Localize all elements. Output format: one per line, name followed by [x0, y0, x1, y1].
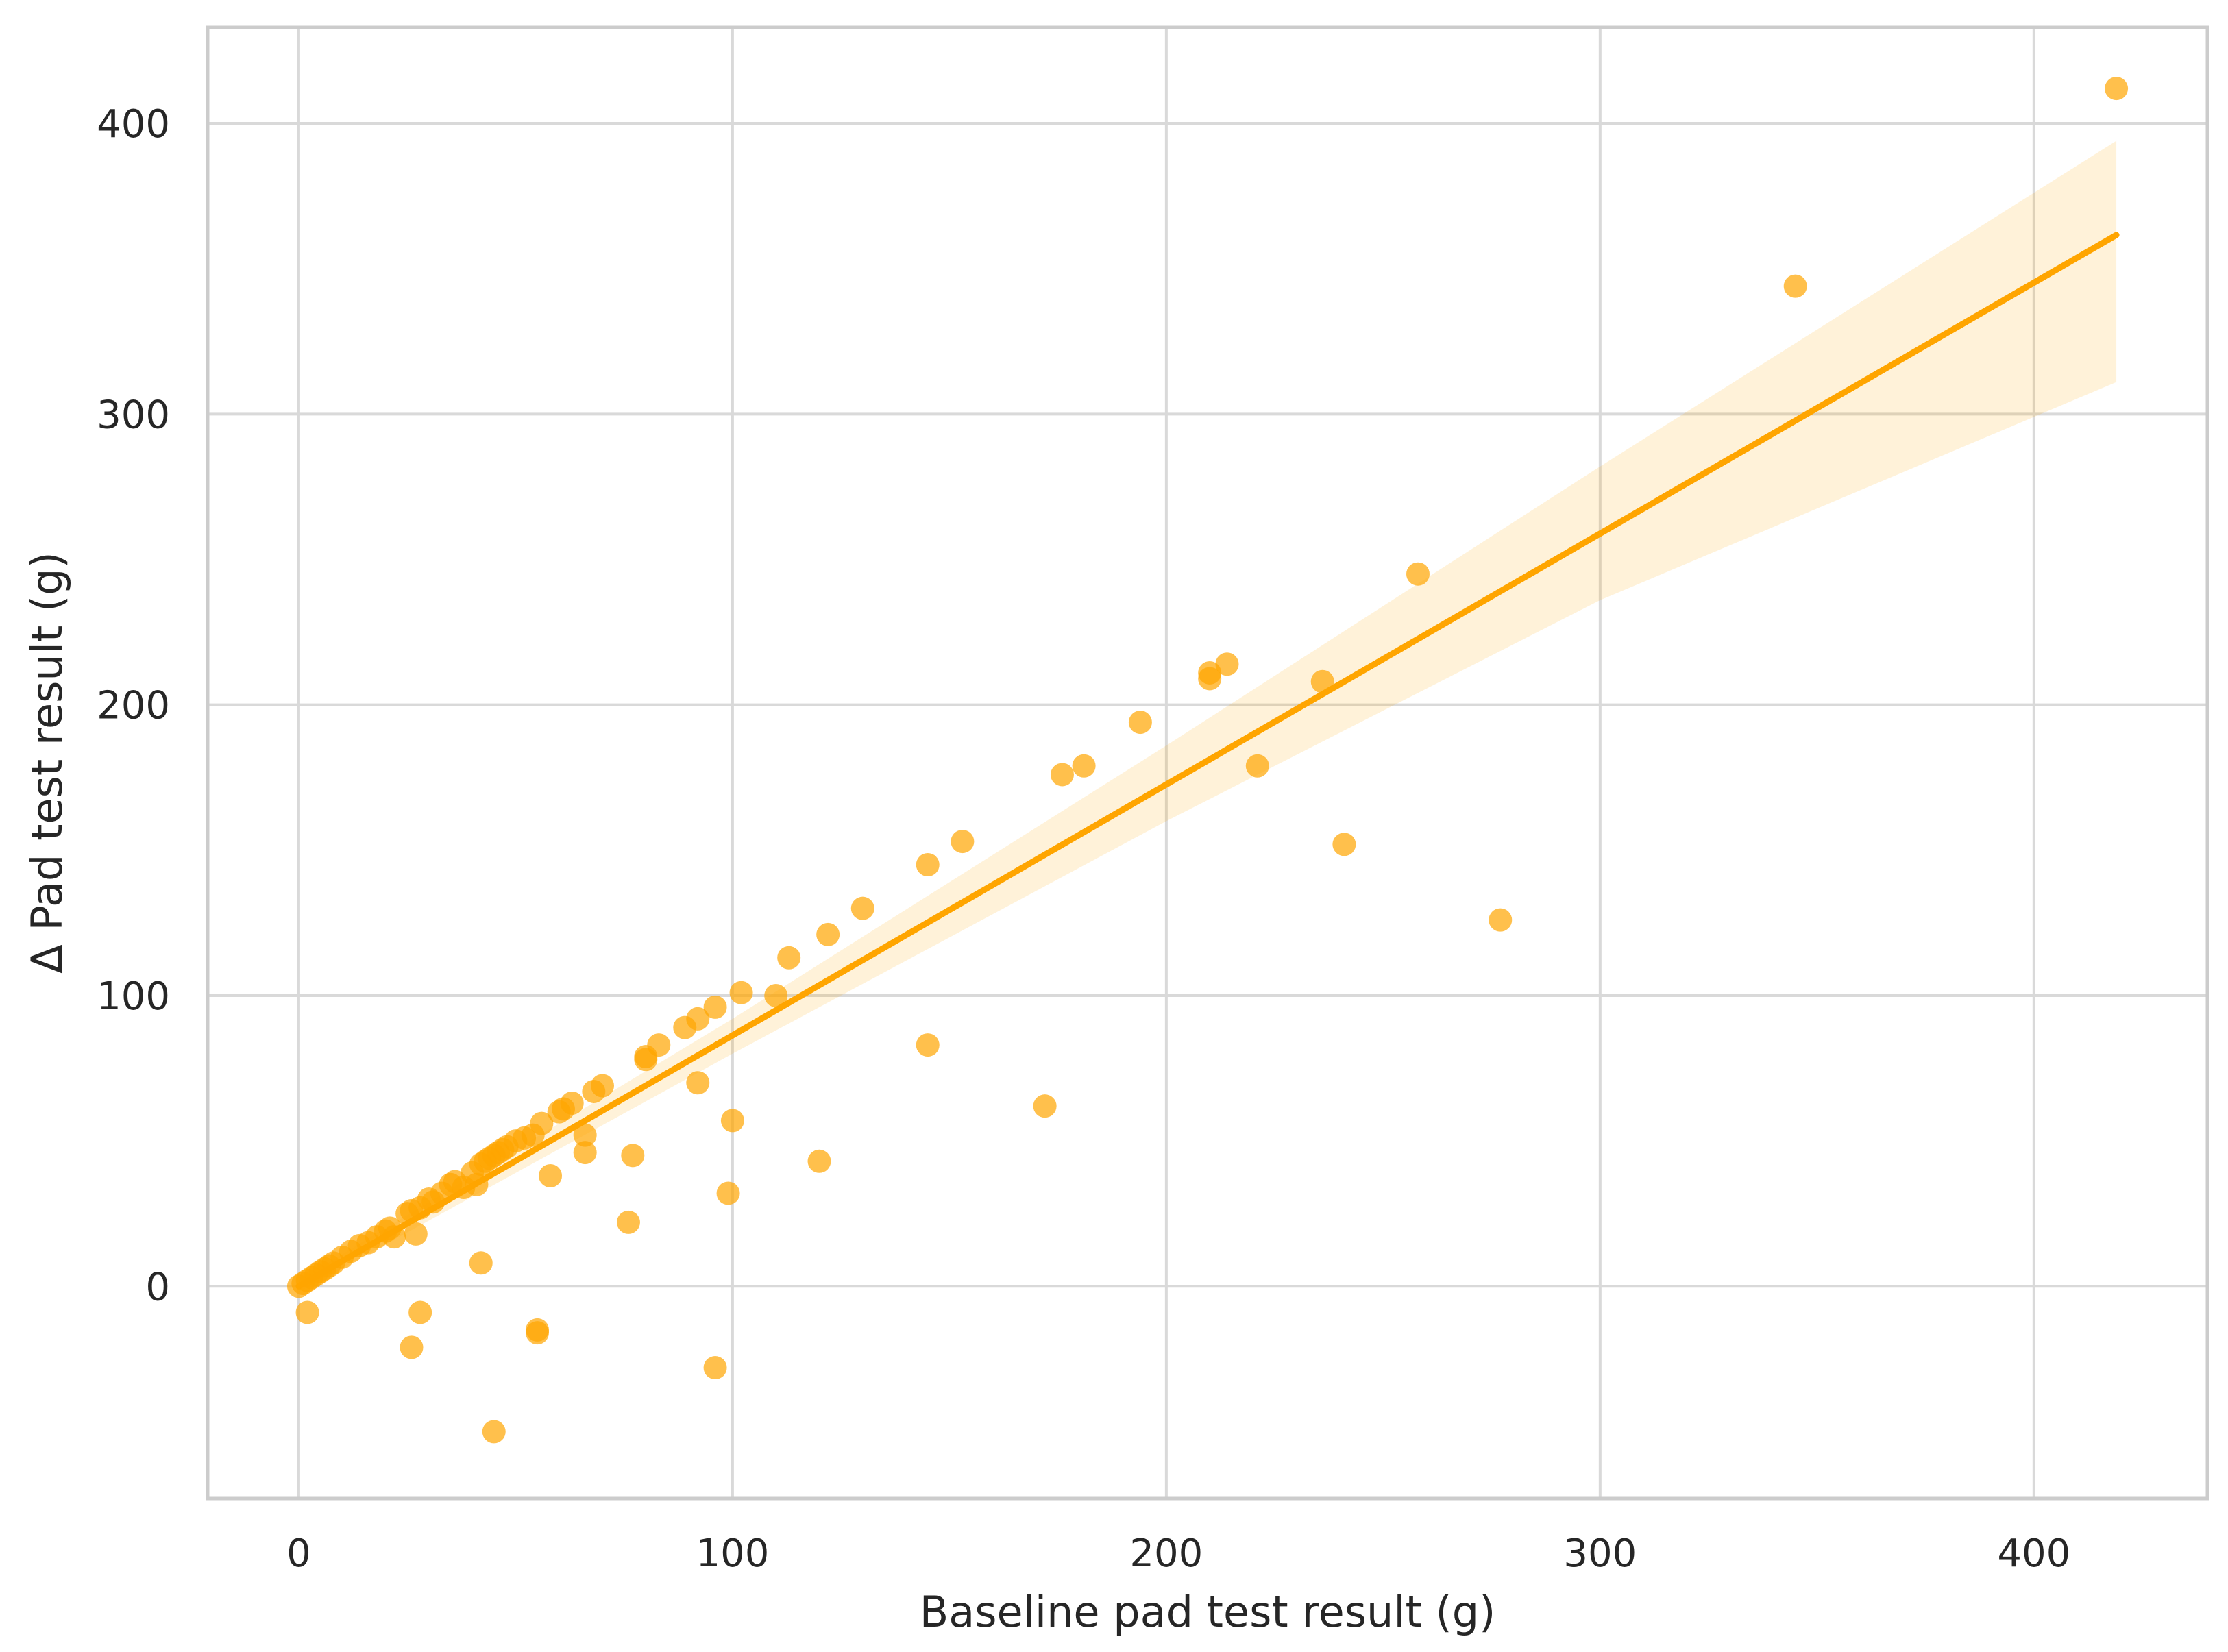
data-point [573, 1123, 597, 1147]
data-point [530, 1111, 554, 1135]
data-point [1245, 754, 1269, 778]
data-point [686, 1071, 710, 1095]
data-point [807, 1149, 831, 1173]
data-point [916, 1033, 940, 1057]
data-point [469, 1251, 493, 1275]
data-point [400, 1335, 424, 1359]
data-point [621, 1144, 645, 1168]
data-point [1215, 652, 1239, 676]
data-point [703, 1356, 727, 1380]
data-point [2105, 77, 2129, 101]
y-axis-ticks: 0 100 200 300 400 [97, 102, 170, 1309]
y-tick-label: 100 [97, 974, 170, 1019]
regression-line [295, 232, 2120, 1290]
data-point [916, 853, 940, 877]
data-point [686, 1007, 710, 1031]
x-tick-label: 200 [1129, 1531, 1203, 1576]
y-tick-label: 300 [97, 393, 170, 437]
x-axis-label: Baseline pad test result (g) [920, 1587, 1496, 1637]
x-axis-ticks: 0 100 200 300 400 [286, 1531, 2070, 1576]
data-point [560, 1091, 584, 1115]
data-point [816, 922, 840, 946]
data-point [404, 1222, 428, 1246]
data-point [729, 981, 753, 1004]
data-point [616, 1210, 640, 1234]
data-points [286, 77, 2129, 1444]
data-point [1489, 908, 1513, 932]
x-tick-label: 400 [1997, 1531, 2070, 1576]
data-point [951, 830, 975, 854]
data-point [850, 896, 874, 920]
y-tick-label: 400 [97, 102, 170, 147]
data-point [716, 1181, 740, 1205]
data-point [1332, 833, 1356, 856]
data-point [703, 995, 727, 1019]
y-tick-label: 200 [97, 684, 170, 728]
data-point [295, 1300, 319, 1324]
y-axis-label: Δ Pad test result (g) [22, 552, 72, 973]
data-point [777, 946, 801, 970]
data-point [1198, 661, 1222, 685]
data-point [1406, 562, 1430, 586]
grid-lines [208, 27, 2207, 1499]
x-tick-label: 300 [1563, 1531, 1637, 1576]
data-point [1072, 754, 1096, 778]
data-point [573, 1141, 597, 1165]
data-point [720, 1109, 744, 1133]
y-tick-label: 0 [145, 1265, 170, 1309]
data-point [1128, 711, 1152, 735]
data-point [408, 1300, 432, 1324]
data-point [647, 1033, 671, 1057]
data-point [764, 983, 788, 1007]
data-point [1033, 1094, 1057, 1118]
plot-area-frame [206, 25, 2209, 1501]
regression-line-group [295, 232, 2120, 1290]
confidence-band-area [298, 140, 2117, 1292]
x-tick-label: 0 [286, 1531, 311, 1576]
data-point [482, 1420, 506, 1444]
confidence-band [298, 140, 2117, 1292]
data-point [1050, 763, 1074, 787]
data-point [539, 1164, 563, 1188]
x-tick-label: 100 [696, 1531, 769, 1576]
data-point [526, 1321, 550, 1345]
data-point [591, 1074, 615, 1098]
data-point [1783, 274, 1807, 298]
